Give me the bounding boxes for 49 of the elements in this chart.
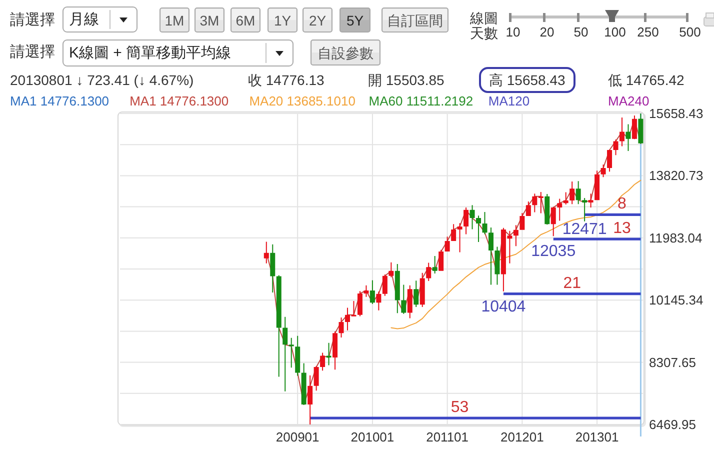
- label: 請選擇: [10, 12, 55, 28]
- y-tick-label: 15658.43: [649, 106, 704, 121]
- button: 1M: [160, 8, 190, 32]
- y-tick-label: 6469.95: [649, 417, 696, 432]
- button: 5Y: [340, 8, 370, 32]
- slider-label: 100: [604, 24, 626, 40]
- info: 20130801 ↓ 723.41 (↓ 4.67%): [10, 72, 194, 88]
- dropdown: 月線: [62, 6, 138, 32]
- y-tick-label: 10145.34: [649, 292, 704, 308]
- dropdown: K線圖 + 簡單移動平均線: [62, 40, 294, 66]
- label: 天數: [470, 25, 498, 41]
- note: 10404: [481, 298, 526, 316]
- slider-label: 250: [637, 24, 659, 40]
- legend-entry: MA240: [608, 94, 650, 108]
- label: 線圖: [470, 10, 498, 26]
- slider-label: 20: [540, 24, 554, 40]
- x-tick-label: 201201: [500, 430, 544, 444]
- y-tick-label: 13820.73: [649, 168, 704, 184]
- legend-entry: MA60 11511.2192: [368, 94, 474, 108]
- legend-entry: MA1 14776.1300: [10, 94, 110, 108]
- note: 13: [613, 220, 631, 238]
- note: 21: [563, 274, 581, 292]
- x-tick-label: 201001: [350, 430, 394, 444]
- note: 8: [618, 196, 626, 213]
- label: 請選擇: [10, 44, 55, 60]
- legend-entry: MA20 13685.1010: [249, 94, 356, 108]
- x-tick-label: 200901: [276, 430, 320, 444]
- slider-label: 50: [574, 24, 588, 40]
- info: 高 15658.43: [489, 72, 566, 88]
- note: 12035: [531, 243, 576, 260]
- button: 自訂區間: [382, 8, 448, 32]
- info: 收 14776.13: [248, 72, 324, 88]
- note: 53: [450, 399, 469, 416]
- info: 開 15503.85: [368, 72, 444, 88]
- button: 6M: [230, 8, 260, 32]
- y-tick-label: 11983.04: [649, 230, 702, 246]
- button: 3M: [194, 8, 224, 32]
- x-tick-label: 201101: [426, 430, 469, 444]
- button: 2Y: [302, 8, 332, 32]
- legend-entry: MA1 14776.1300: [130, 94, 229, 108]
- info: 低 14765.42: [608, 72, 684, 88]
- button: 1Y: [268, 8, 298, 32]
- slider-label: 500: [679, 24, 701, 40]
- note: 12471: [562, 221, 607, 238]
- button: 自設參數: [310, 40, 380, 66]
- x-tick-label: 201301: [575, 430, 619, 444]
- legend-entry: MA120: [488, 94, 530, 108]
- slider-label: 10: [506, 24, 520, 40]
- y-tick-label: 8307.65: [649, 354, 696, 370]
